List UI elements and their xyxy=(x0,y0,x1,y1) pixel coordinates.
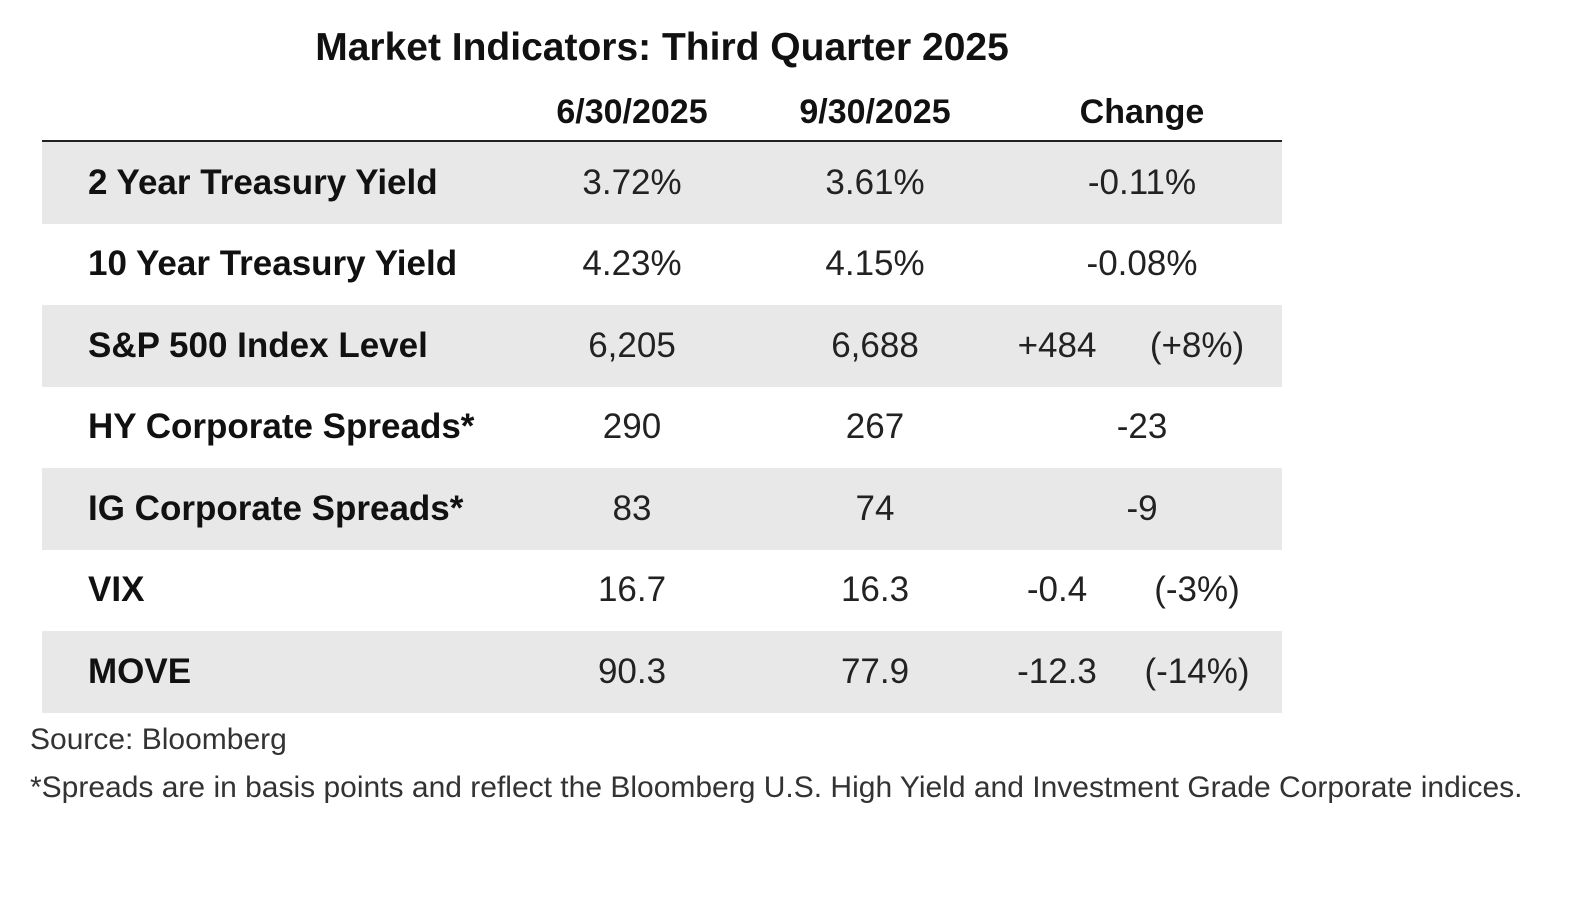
value-start: 290 xyxy=(602,407,662,447)
row-label: 10 Year Treasury Yield xyxy=(88,244,458,284)
change-value: -23 xyxy=(1116,407,1168,447)
value-start: 6,205 xyxy=(588,325,676,365)
change-value: -0.11% xyxy=(1087,162,1197,202)
change-percent: (-14%) xyxy=(1144,651,1250,691)
source-note: Source: Bloomberg xyxy=(30,723,287,756)
column-header-end-date: 9/30/2025 xyxy=(799,93,951,131)
table-row: IG Corporate Spreads* 83 74 -9 xyxy=(42,468,1282,550)
change-value: -0.4 xyxy=(1026,570,1088,610)
value-end: 16.3 xyxy=(840,570,910,610)
value-end: 267 xyxy=(845,407,905,447)
value-end: 3.61% xyxy=(825,162,925,202)
table-row: HY Corporate Spreads* 290 267 -23 xyxy=(42,387,1282,469)
column-header-change: Change xyxy=(1079,93,1205,131)
table-row: 10 Year Treasury Yield 4.23% 4.15% -0.08% xyxy=(42,224,1282,306)
value-end: 6,688 xyxy=(831,325,919,365)
value-end: 74 xyxy=(855,488,895,528)
row-label: HY Corporate Spreads* xyxy=(88,407,475,447)
table-title: Market Indicators: Third Quarter 2025 xyxy=(315,26,1009,69)
market-indicators-table: 6/30/2025 9/30/2025 Change 2 Year Treasu… xyxy=(42,88,1282,713)
value-end: 4.15% xyxy=(825,244,925,284)
change-percent: (+8%) xyxy=(1149,325,1245,365)
row-label: VIX xyxy=(88,570,145,610)
footnote: *Spreads are in basis points and reflect… xyxy=(30,771,1523,804)
table-row: 2 Year Treasury Yield 3.72% 3.61% -0.11% xyxy=(42,142,1282,224)
column-header-start-date: 6/30/2025 xyxy=(556,93,708,131)
value-end: 77.9 xyxy=(840,651,910,691)
row-label: IG Corporate Spreads* xyxy=(88,488,464,528)
table-body: 2 Year Treasury Yield 3.72% 3.61% -0.11% 10 … xyxy=(42,142,1282,713)
change-value: -0.08% xyxy=(1086,244,1198,284)
value-start: 16.7 xyxy=(597,570,667,610)
row-label: S&P 500 Index Level xyxy=(88,325,428,365)
change-value: -12.3 xyxy=(1017,651,1097,691)
value-start: 4.23% xyxy=(582,244,682,284)
change-percent: (-3%) xyxy=(1154,570,1240,610)
table-row: VIX 16.7 16.3 -0.4 (-3%) xyxy=(42,550,1282,632)
value-start: 3.72% xyxy=(582,162,682,202)
change-value: -9 xyxy=(1126,488,1158,528)
row-label: MOVE xyxy=(88,651,192,691)
table-row: S&P 500 Index Level 6,205 6,688 +484 (+8%) xyxy=(42,305,1282,387)
value-start: 83 xyxy=(612,488,652,528)
change-value: +484 xyxy=(1017,325,1097,365)
value-start: 90.3 xyxy=(597,651,667,691)
row-label: 2 Year Treasury Yield xyxy=(88,162,438,202)
table-row: MOVE 90.3 77.9 -12.3 (-14%) xyxy=(42,631,1282,713)
table-header-row: 6/30/2025 9/30/2025 Change xyxy=(42,88,1282,142)
